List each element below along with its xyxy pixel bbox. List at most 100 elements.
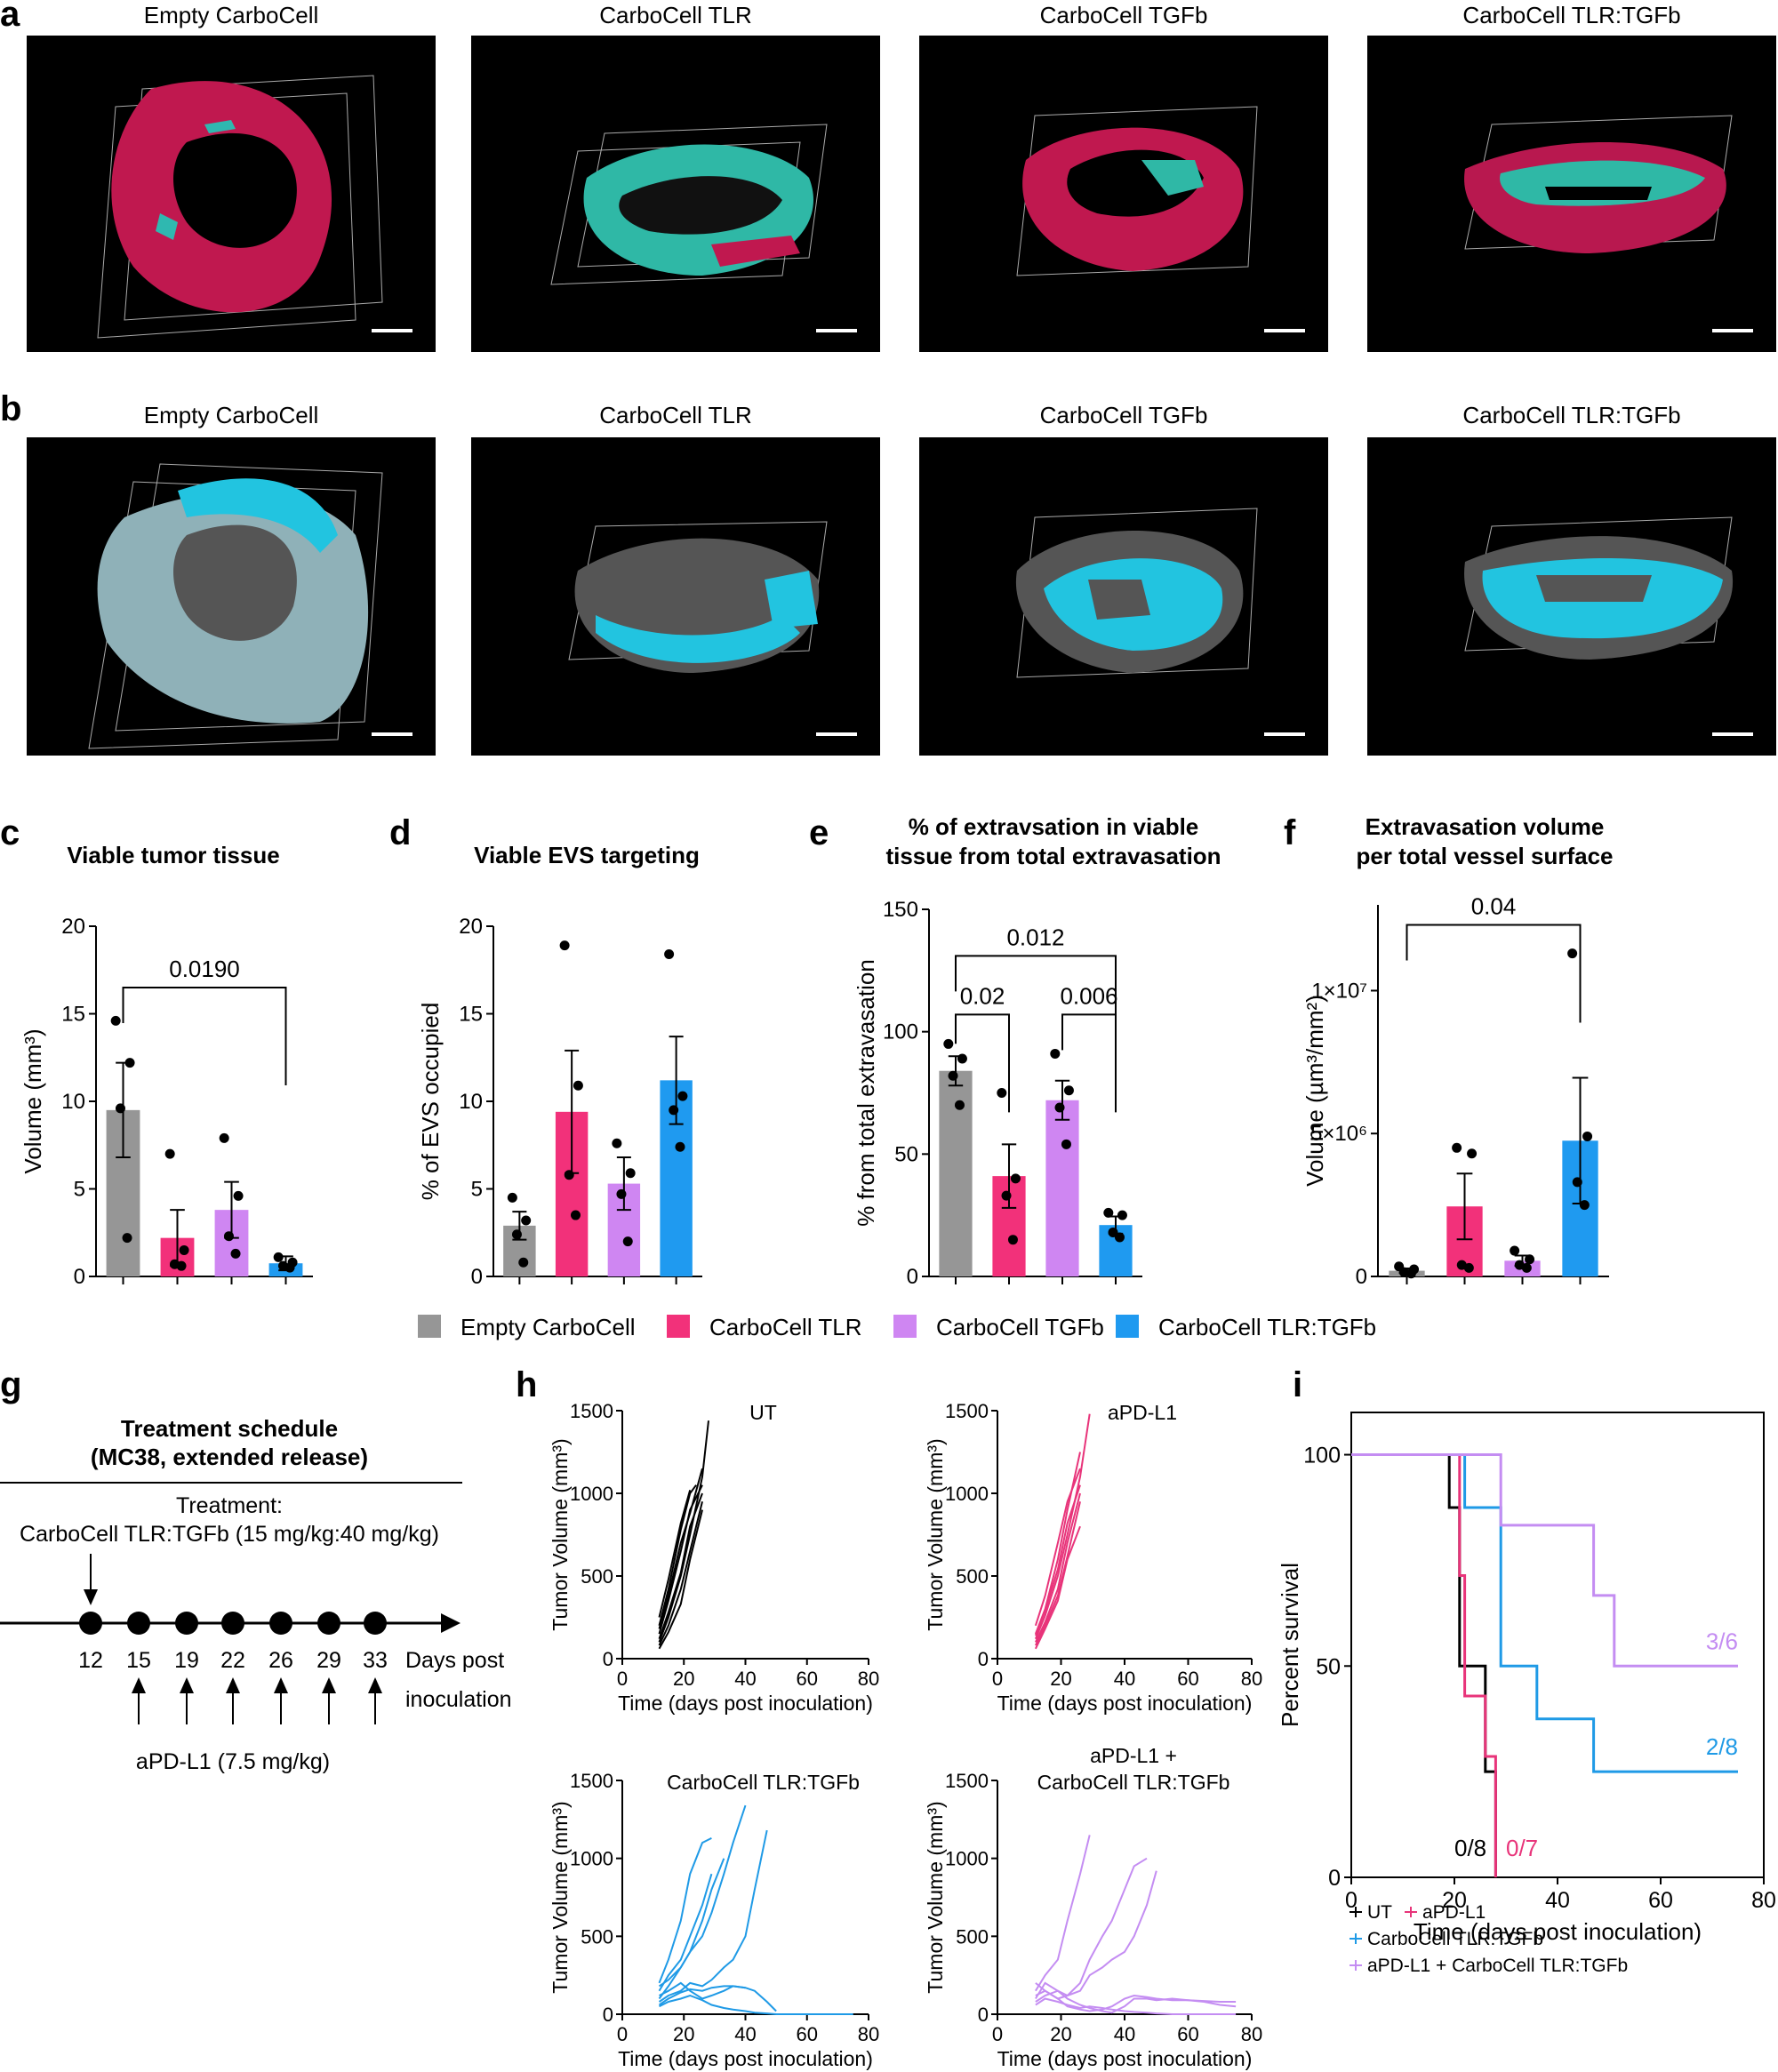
- x-tick-label: 0: [992, 1668, 1003, 1690]
- scale-bar: [1712, 732, 1753, 736]
- day-label: 26: [268, 1648, 293, 1673]
- growth-curve-6: [1035, 1997, 1237, 2015]
- data-point: [564, 1170, 574, 1180]
- chart-h-tlrtgfb: 0 20 40 60 80 0 500 1000 1500 Time (days post ino…: [549, 1770, 879, 2070]
- y-tick-label: 20: [459, 915, 483, 939]
- data-point: [518, 1257, 529, 1268]
- y-axis-label: Volume (µm³/mm²): [1301, 995, 1328, 1187]
- dose-marker: [175, 1612, 198, 1635]
- treatment-arrow-head: [84, 1589, 98, 1605]
- x-tick-label: 60: [797, 2023, 818, 2045]
- x-tick-label: 20: [1050, 2023, 1071, 2045]
- y-tick-label: 0: [978, 1648, 989, 1670]
- x-tick-label: 0: [617, 2023, 628, 2045]
- y-tick-label: 0: [74, 1265, 85, 1289]
- y-tick-label: 100: [883, 1020, 918, 1044]
- schedule-subtitle: (MC38, extended release): [91, 1444, 368, 1470]
- y-axis-label: Volume (mm³): [20, 1028, 46, 1173]
- x-tick-label: 0: [1345, 1888, 1358, 1913]
- scale-bar: [816, 329, 857, 332]
- scale-bar: [372, 732, 412, 736]
- p-value-label: 0.04: [1471, 893, 1517, 920]
- data-point: [1063, 1085, 1074, 1096]
- day-label: 12: [78, 1648, 103, 1673]
- data-point: [559, 940, 570, 951]
- antibody-arrow-head: [322, 1677, 336, 1693]
- data-point: [124, 1058, 135, 1068]
- data-point: [284, 1262, 295, 1273]
- data-point: [1521, 1262, 1532, 1273]
- y-axis-label: % from total extravasation: [853, 959, 879, 1227]
- x-tick-label: 80: [1751, 1888, 1776, 1913]
- x-tick-label: 60: [1177, 1668, 1198, 1690]
- y-tick-label: 100: [1303, 1444, 1341, 1468]
- data-point: [1010, 1173, 1021, 1184]
- survival-curve-4: [1351, 1453, 1738, 1668]
- significance-bracket: [1061, 1013, 1117, 1113]
- growth-curve-4: [1034, 1501, 1081, 1646]
- data-point: [273, 1252, 284, 1262]
- scale-bar: [816, 732, 857, 736]
- y-tick-label: 1000: [945, 1848, 989, 1870]
- chart-title-line2: CarboCell TLR:TGFb: [1037, 1771, 1230, 1794]
- render-b-empty: [27, 437, 436, 756]
- data-point: [1054, 1102, 1065, 1113]
- x-tick-label: 80: [1241, 1668, 1262, 1690]
- x-tick-label: 80: [858, 1668, 879, 1690]
- panel-letter-b: b: [0, 389, 22, 428]
- data-point: [1103, 1207, 1114, 1218]
- data-point: [669, 1105, 679, 1116]
- y-tick-label: 1500: [570, 1400, 613, 1422]
- chart-f-title: Extravasation volume per total vessel su…: [1307, 812, 1662, 871]
- chart-f-title-line1: Extravasation volume: [1365, 813, 1605, 840]
- x-tick-label: 80: [858, 2023, 879, 2045]
- data-point: [110, 1015, 121, 1026]
- data-point: [1467, 1148, 1478, 1159]
- y-tick-label: 20: [61, 915, 85, 939]
- y-axis-label: Percent survival: [1277, 1563, 1303, 1727]
- x-tick-label: 40: [734, 1668, 756, 1690]
- x-tick-label: 20: [1050, 1668, 1071, 1690]
- y-tick-label: 50: [894, 1142, 918, 1166]
- x-tick-label: 60: [797, 1668, 818, 1690]
- legend-swatch: [667, 1315, 690, 1338]
- growth-curve-1: [1034, 1413, 1091, 1640]
- axis-label-line1: Days post: [405, 1648, 504, 1673]
- significance-bracket: [955, 955, 1117, 1054]
- chart-e-title: % of extravsation in viable tissue from …: [853, 812, 1253, 871]
- data-point: [957, 1053, 967, 1064]
- data-point: [233, 1190, 244, 1201]
- panel-a-title-2: CarboCell TLR: [599, 2, 752, 28]
- growth-curve-5: [658, 1492, 703, 1640]
- data-point: [616, 1188, 627, 1199]
- ratio-tlrtgfb: 2/8: [1706, 1733, 1738, 1760]
- chart-d: 0 5 10 15 20 % of EVS occupied: [417, 915, 702, 1289]
- ratio-combo: 3/6: [1706, 1628, 1738, 1654]
- data-point: [997, 1088, 1007, 1098]
- panel-b-title-2: CarboCell TLR: [599, 402, 752, 428]
- y-tick-label: 150: [883, 898, 918, 922]
- chart-e-title-line2: tissue from total extravasation: [885, 843, 1221, 869]
- data-point: [954, 1100, 965, 1110]
- data-point: [1061, 1139, 1071, 1149]
- dose-marker: [127, 1612, 150, 1635]
- y-tick-label: 0: [603, 1648, 613, 1670]
- day-label: 15: [126, 1648, 151, 1673]
- growth-curve-4: [658, 1829, 768, 2003]
- legend-swatch: [1116, 1315, 1139, 1338]
- panel-letter-a: a: [0, 0, 20, 34]
- growth-curve-3: [658, 1804, 747, 2000]
- chart-e-title-line1: % of extravsation in viable: [908, 813, 1199, 840]
- axis-label-line2: inoculation: [405, 1687, 512, 1712]
- legend-label: CarboCell TLR:TGFb: [1158, 1314, 1376, 1340]
- panel-letter-i: i: [1293, 1365, 1303, 1404]
- significance-bracket: [122, 986, 287, 1085]
- day-label: 29: [316, 1648, 341, 1673]
- data-point: [1582, 1131, 1593, 1141]
- data-point: [1510, 1245, 1520, 1256]
- bar-1: [939, 1070, 973, 1276]
- legend-label: UT: [1367, 1902, 1392, 1923]
- y-axis-label: Tumor Volume (mm³): [924, 1438, 947, 1630]
- y-tick-label: 1000: [570, 1483, 613, 1505]
- survival-curve-2: [1351, 1453, 1497, 1877]
